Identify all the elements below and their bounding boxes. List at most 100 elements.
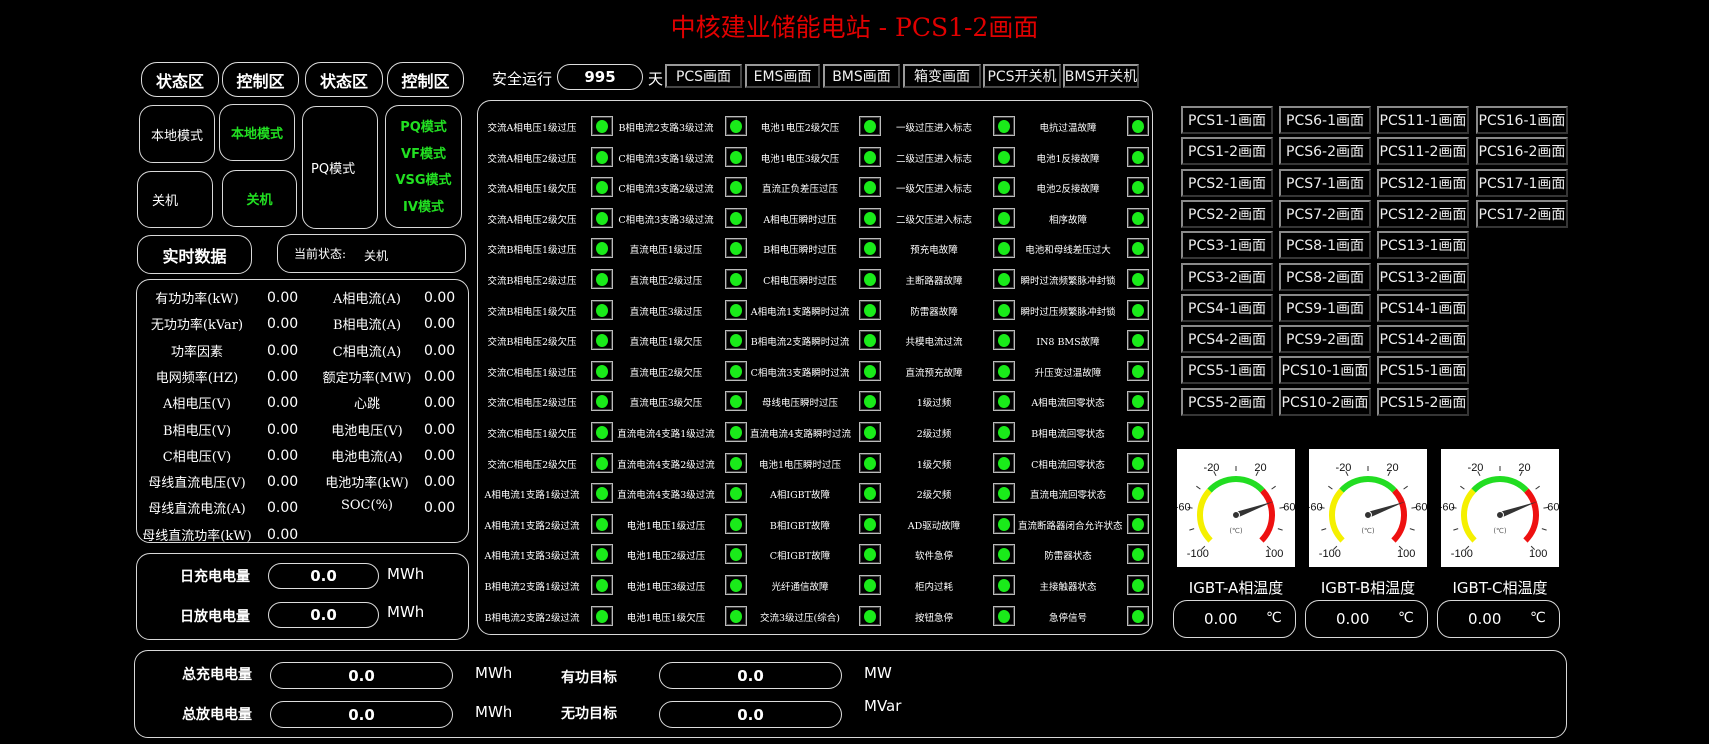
pcs-screen-button[interactable]: PCS8-2画面 xyxy=(1279,262,1371,291)
realtime-label: 母线直流功率(kW) xyxy=(142,528,252,544)
bms-power-button[interactable]: BMS开关机 xyxy=(1063,64,1139,88)
tab-status-local[interactable]: 状态区 xyxy=(141,62,219,97)
pcs-screen-button[interactable]: PCS7-2画面 xyxy=(1279,199,1371,228)
pcs-screen-button[interactable]: PCS17-2画面 xyxy=(1476,199,1568,228)
reactive-target-label: 无功目标 xyxy=(561,706,617,722)
status-led-icon xyxy=(596,334,608,348)
pcs-screen-button[interactable]: PCS14-2画面 xyxy=(1377,325,1469,354)
bms-screen-button[interactable]: BMS画面 xyxy=(823,64,900,88)
alarm-label: 交流B相电压2级过压 xyxy=(487,276,577,287)
alarm-label: 直流电压2级欠压 xyxy=(629,367,703,379)
alarm-label: C相电压瞬时过压 xyxy=(763,276,837,287)
status-led-icon xyxy=(864,273,876,286)
realtime-data-label: 实时数据 xyxy=(137,235,252,274)
iv-mode-button[interactable]: IV模式 xyxy=(403,200,444,215)
pcs-screen-button[interactable]: PCS13-2画面 xyxy=(1377,262,1469,291)
status-led-icon xyxy=(998,273,1010,286)
pcs-screen-button[interactable]: PCS3-2画面 xyxy=(1181,262,1273,291)
tab-control-local[interactable]: 控制区 xyxy=(222,62,299,97)
alarm-indicator xyxy=(1127,544,1149,565)
alarm-indicator xyxy=(591,269,613,289)
pcs-screen-button[interactable]: PCS3-1画面 xyxy=(1181,231,1273,260)
pcs-screen-button[interactable]: PCS11-2画面 xyxy=(1377,137,1469,166)
gauge-tick-label: 60 xyxy=(1283,502,1295,514)
pcs-screen-button[interactable]: PCS16-2画面 xyxy=(1476,137,1568,166)
pcs-screen-button[interactable]: PCS9-2画面 xyxy=(1279,325,1371,354)
gauge-needle xyxy=(1498,501,1538,518)
pcs-screen-button[interactable]: PCS10-1画面 xyxy=(1279,356,1371,385)
vf-mode-button[interactable]: VF模式 xyxy=(401,147,446,162)
status-led-icon xyxy=(998,609,1010,623)
daily-discharge-unit: MWh xyxy=(387,603,425,621)
alarm-label: 交流B相电压1级过压 xyxy=(487,245,577,257)
alarm-indicator xyxy=(1127,513,1149,534)
pcs-screen-button[interactable]: PCS15-2画面 xyxy=(1377,387,1469,416)
status-led-icon xyxy=(998,181,1010,195)
alarm-indicator xyxy=(591,513,613,534)
total-charge-value: 0.0 xyxy=(270,662,453,689)
pcs-screen-button[interactable]: PCS4-1画面 xyxy=(1181,293,1273,322)
local-mode-button[interactable]: 本地模式 xyxy=(219,104,295,161)
alarm-indicator xyxy=(859,269,881,289)
active-target-input[interactable]: 0.0 xyxy=(659,662,842,689)
status-led-icon xyxy=(998,579,1010,592)
status-led-icon xyxy=(730,487,742,501)
pcs-screen-button[interactable]: PCS12-1画面 xyxy=(1377,168,1469,197)
alarm-indicator xyxy=(993,544,1015,565)
gauge-tick xyxy=(1200,545,1206,551)
pcs-screen-button[interactable]: PCS17-1画面 xyxy=(1476,168,1568,197)
alarm-label: 直流电压1级过压 xyxy=(629,245,703,257)
pq-mode-button[interactable]: PQ模式 xyxy=(400,120,447,135)
ems-screen-button[interactable]: EMS画面 xyxy=(745,64,820,88)
status-led-icon xyxy=(998,364,1010,378)
pcs-screen-button[interactable]: PCS14-1画面 xyxy=(1377,293,1469,322)
tab-status-mode[interactable]: 状态区 xyxy=(305,62,383,97)
pcs-screen-button[interactable]: PCS6-2画面 xyxy=(1279,137,1371,166)
pcs-screen-button[interactable]: PCS15-1画面 xyxy=(1377,356,1469,385)
pcs-screen-button[interactable]: PCS13-1画面 xyxy=(1377,231,1469,260)
shutdown-button[interactable]: 关机 xyxy=(222,170,297,227)
pcs-screen-button[interactable]: PCS2-1画面 xyxy=(1181,168,1273,197)
pcs-screen-button[interactable]: PCS11-1画面 xyxy=(1377,106,1469,134)
alarm-label: B相电压瞬时过压 xyxy=(763,245,837,257)
alarm-label: 一级欠压进入标志 xyxy=(895,184,972,196)
status-led-icon xyxy=(998,395,1010,409)
gauge-tick xyxy=(1403,485,1408,490)
pcs-screen-button[interactable]: PCS16-1画面 xyxy=(1476,106,1568,134)
vsg-mode-button[interactable]: VSG模式 xyxy=(395,173,452,188)
tab-control-mode[interactable]: 控制区 xyxy=(387,62,464,97)
pcs-screen-button[interactable]: PCS4-2画面 xyxy=(1181,325,1273,354)
pcs-screen-button[interactable]: PCS7-1画面 xyxy=(1279,168,1371,197)
alarm-label: 电池1电压1级欠压 xyxy=(626,612,706,624)
gauge-needle xyxy=(1366,501,1406,518)
gauge-tick-label: -100 xyxy=(1319,548,1341,560)
pcs-screen-button[interactable]: PCS8-1画面 xyxy=(1279,231,1371,260)
alarm-indicator xyxy=(993,422,1015,442)
alarm-label: 光纤通信故障 xyxy=(771,582,829,593)
alarm-indicator xyxy=(1127,299,1149,320)
gauge-label: IGBT-A相温度 xyxy=(1188,579,1284,597)
pcs-screen-button[interactable]: PCS5-2画面 xyxy=(1181,387,1273,416)
pcs-screen-button[interactable]: PCS12-2画面 xyxy=(1377,199,1469,228)
status-led-icon xyxy=(596,579,608,592)
box-transformer-button[interactable]: 箱变画面 xyxy=(903,64,981,88)
alarm-indicator xyxy=(725,146,747,167)
gauge-tick xyxy=(1387,471,1391,477)
pcs-screen-button[interactable]: PCS10-2画面 xyxy=(1279,387,1371,416)
alarm-indicator xyxy=(591,116,613,136)
pcs-power-button[interactable]: PCS开关机 xyxy=(983,64,1061,88)
pcs-screen-button[interactable]: PCS1-1画面 xyxy=(1181,106,1273,134)
status-led-icon xyxy=(864,211,876,225)
gauge-normal-band xyxy=(1471,476,1529,493)
pcs-screen-button[interactable]: PCS9-1画面 xyxy=(1279,293,1371,322)
alarm-label: 直流预充故障 xyxy=(905,367,963,379)
pcs-screen-button[interactable]: PCS1-2画面 xyxy=(1181,137,1273,166)
alarm-label: A相电流回零状态 xyxy=(1031,398,1105,410)
pcs-screen-button[interactable]: PCS画面 xyxy=(665,64,742,88)
pcs-screen-button[interactable]: PCS5-1画面 xyxy=(1181,356,1273,385)
pcs-screen-button[interactable]: PCS2-2画面 xyxy=(1181,199,1273,228)
pcs-screen-button[interactable]: PCS6-1画面 xyxy=(1279,106,1371,134)
status-led-icon xyxy=(730,517,742,531)
total-charge-label: 总充电电量 xyxy=(182,667,252,683)
reactive-target-input[interactable]: 0.0 xyxy=(659,701,842,728)
